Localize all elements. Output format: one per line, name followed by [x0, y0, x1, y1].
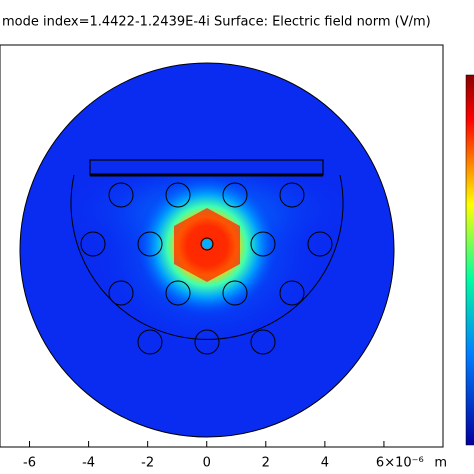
colorbar [465, 74, 474, 446]
core-hole [202, 239, 212, 249]
plot-frame [0, 44, 444, 448]
x-tick-label: -4 [82, 456, 95, 471]
x-tick-label: 6×10⁻⁶ [376, 456, 424, 471]
x-tick-label: -2 [141, 456, 154, 471]
x-tick-label: 0 [203, 456, 211, 471]
x-axis-label: m [434, 456, 447, 471]
x-tick-label: 2 [262, 456, 270, 471]
air-holes [80, 182, 333, 355]
cladding-boundary [70, 174, 344, 340]
chart-title: mode index=1.4422-1.2439E-4i Surface: El… [2, 15, 431, 30]
x-tick-label: 4 [321, 456, 329, 471]
x-tick-label: -6 [23, 456, 36, 471]
metal-layer [89, 159, 324, 176]
plot-area [19, 62, 395, 438]
